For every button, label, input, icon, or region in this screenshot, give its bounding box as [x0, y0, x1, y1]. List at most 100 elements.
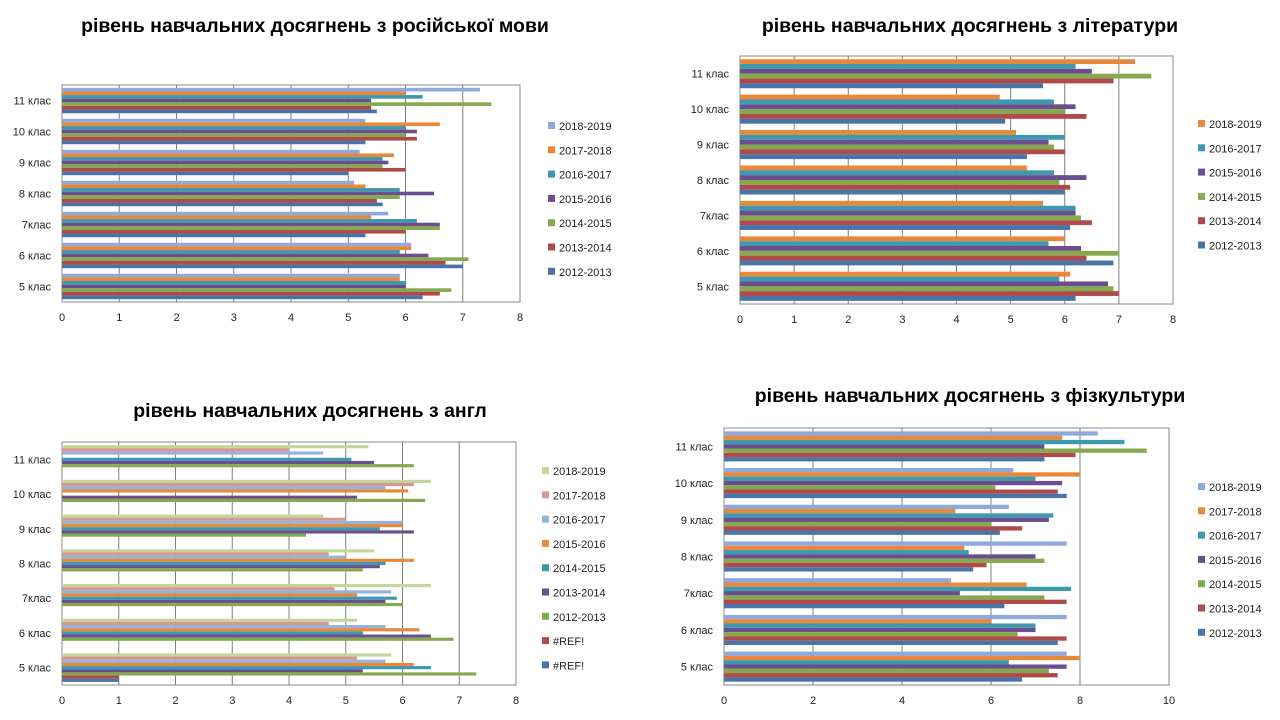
- bar: [724, 435, 1063, 440]
- legend-swatch: [542, 515, 549, 523]
- bar: [62, 260, 446, 265]
- legend-swatch: [1198, 507, 1205, 515]
- bar: [62, 215, 372, 220]
- legend-swatch: [548, 219, 555, 227]
- legend-swatch: [542, 588, 549, 596]
- bar: [724, 603, 1005, 609]
- bar: [740, 286, 1114, 292]
- x-tick-label: 8: [1170, 314, 1176, 326]
- bar: [724, 558, 1045, 563]
- bar: [62, 486, 386, 490]
- x-tick-label: 6: [402, 312, 408, 324]
- bar: [62, 479, 431, 484]
- bar: [62, 202, 383, 207]
- legend-swatch: [542, 661, 549, 669]
- chart-title-english: рівень навчальних досягнень з англ: [133, 400, 487, 422]
- chart-title-russian: рівень навчальних досягнень з російської…: [81, 15, 549, 37]
- category-label: 7клас: [22, 220, 52, 232]
- bar: [740, 154, 1027, 160]
- bar: [740, 260, 1114, 266]
- bar: [62, 295, 423, 300]
- bar: [62, 498, 426, 502]
- x-tick-label: 4: [286, 695, 292, 707]
- x-tick-label: 10: [1163, 695, 1175, 707]
- bar: [62, 198, 377, 203]
- legend-swatch: [548, 267, 555, 275]
- bar: [740, 170, 1054, 176]
- bar: [62, 129, 417, 134]
- bar: [740, 144, 1054, 150]
- legend-swatch: [1198, 144, 1205, 152]
- x-tick-label: 6: [1062, 314, 1068, 326]
- chart-title-literature: рівень навчальних досягнень з літератури: [761, 15, 1179, 37]
- bar: [724, 541, 1067, 546]
- bar: [724, 595, 1045, 600]
- chart-english: 0 1 2 3 4 5 6 7 8 5 клас 6 клас 7клас 8 клас 9 клас 10…: [13, 441, 606, 707]
- x-tick-label: 5: [1008, 314, 1014, 326]
- bar: [740, 118, 1006, 124]
- bar: [62, 222, 440, 227]
- bar: [740, 276, 1060, 282]
- category-label: 9 клас: [19, 158, 52, 170]
- bar: [724, 599, 1067, 604]
- bar: [62, 133, 406, 137]
- bar: [62, 445, 369, 449]
- bar: [724, 567, 974, 572]
- legend-label: 2014-2015: [553, 563, 606, 575]
- legend-label: 2014-2015: [1209, 579, 1262, 591]
- bar: [62, 91, 406, 96]
- category-label: 9 клас: [697, 140, 730, 152]
- bar: [740, 189, 1065, 195]
- bar: [724, 472, 1080, 477]
- bar: [724, 545, 965, 551]
- legend-label: 2015-2016: [559, 194, 612, 206]
- legend-label: 2017-2018: [559, 145, 612, 157]
- x-tick-label: 6: [399, 695, 405, 707]
- category-label: 10 клас: [675, 478, 714, 490]
- legend-swatch: [1198, 241, 1205, 249]
- legend-label: 2016-2017: [553, 515, 606, 527]
- x-tick-label: 4: [953, 314, 959, 326]
- x-tick-label: 3: [899, 314, 905, 326]
- bar: [724, 586, 1072, 592]
- legend-swatch: [1198, 168, 1205, 176]
- legend-label: 2018-2019: [1209, 482, 1262, 494]
- legend-label: 2015-2016: [1209, 555, 1262, 567]
- legend-label: 2014-2015: [559, 218, 612, 230]
- bar: [740, 68, 1092, 74]
- bar: [740, 104, 1076, 110]
- bar: [62, 483, 414, 487]
- legend-swatch: [1198, 120, 1205, 127]
- bar: [62, 157, 383, 161]
- category-label: 10 клас: [13, 489, 52, 501]
- bar: [740, 271, 1071, 277]
- bar: [740, 78, 1114, 84]
- bar: [62, 195, 400, 199]
- x-tick-label: 8: [517, 312, 523, 324]
- bar: [740, 175, 1087, 180]
- x-tick-label: 7: [460, 312, 466, 324]
- bar: [62, 593, 358, 597]
- bar: [724, 526, 1023, 531]
- bar: [724, 480, 1063, 486]
- category-label: 7клас: [22, 593, 52, 605]
- bar: [62, 122, 440, 127]
- bar: [740, 94, 1000, 100]
- bar: [724, 562, 987, 568]
- bar: [724, 439, 1125, 445]
- legend-swatch: [542, 637, 549, 645]
- legend-label: 2018-2019: [1209, 119, 1262, 131]
- bar: [62, 583, 431, 588]
- bar: [724, 627, 1036, 633]
- bar: [62, 669, 363, 673]
- bar: [62, 219, 417, 223]
- category-label: 5 клас: [681, 662, 714, 674]
- bar: [62, 160, 389, 165]
- bar: [62, 184, 366, 189]
- legend-label: 2015-2016: [553, 539, 606, 551]
- bar: [724, 614, 1067, 620]
- bar: [724, 619, 991, 624]
- category-label: 10 клас: [691, 104, 730, 116]
- x-tick-label: 4: [899, 695, 905, 707]
- bar: [62, 464, 414, 468]
